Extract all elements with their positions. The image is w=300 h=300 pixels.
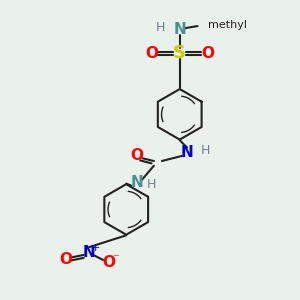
Text: N: N: [83, 245, 95, 260]
Text: N: N: [173, 22, 186, 37]
Text: O: O: [102, 255, 115, 270]
Text: +: +: [91, 243, 100, 253]
Text: methyl: methyl: [208, 20, 247, 30]
Text: S: S: [173, 44, 186, 62]
Text: H: H: [156, 21, 165, 34]
Text: N: N: [130, 175, 143, 190]
Text: O: O: [145, 46, 158, 61]
Text: ⁻: ⁻: [112, 252, 119, 265]
Text: N: N: [181, 146, 194, 160]
Text: O: O: [59, 253, 72, 268]
Text: H: H: [147, 178, 156, 191]
Text: O: O: [130, 148, 143, 164]
Text: O: O: [202, 46, 214, 61]
Text: H: H: [200, 144, 210, 158]
